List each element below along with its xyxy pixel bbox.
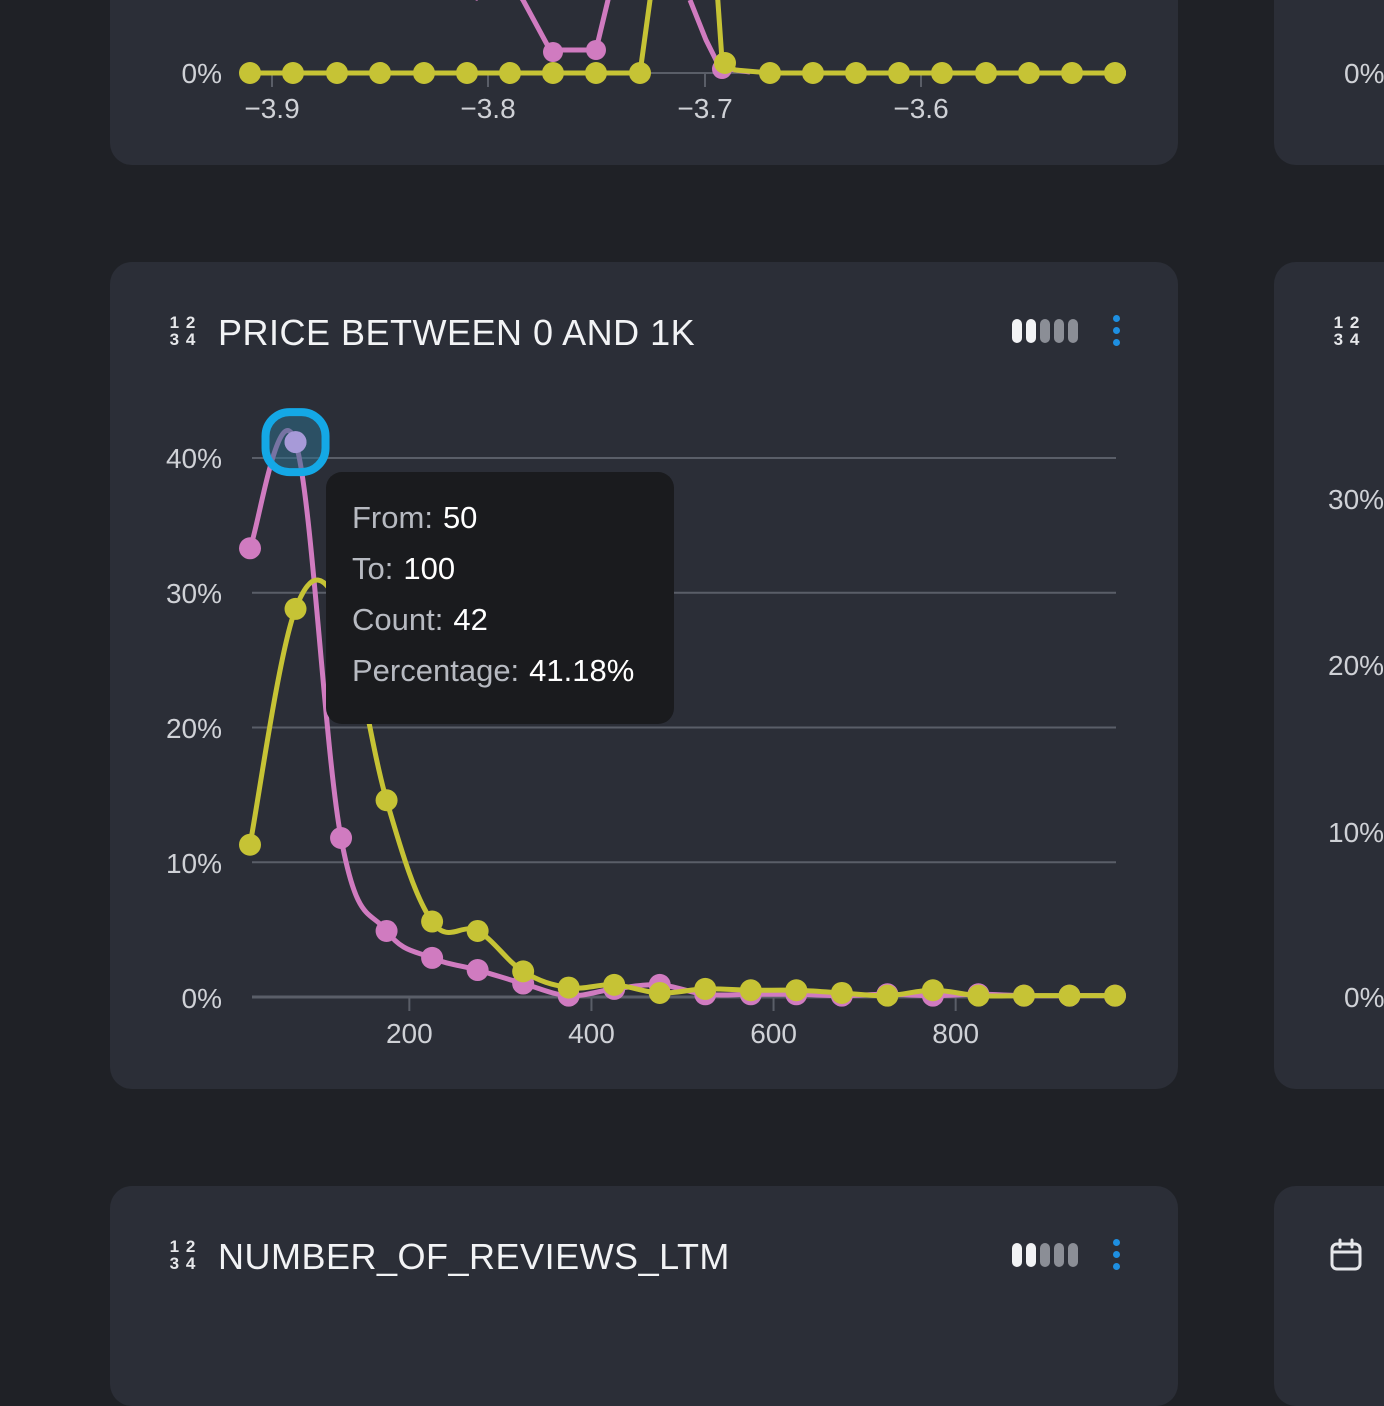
tooltip-from-row: From: 50 xyxy=(352,500,648,551)
tooltip-to-label: To: xyxy=(352,551,394,586)
right-y-tick: 0% xyxy=(1344,982,1384,1013)
top-yellow-point[interactable] xyxy=(499,62,521,84)
top-yellow-point[interactable] xyxy=(931,62,953,84)
tooltip-percentage-value: 41.18% xyxy=(529,653,635,688)
top-yellow-point[interactable] xyxy=(326,62,348,84)
top-yellow-point[interactable] xyxy=(1104,62,1126,84)
right-top-card: 0% xyxy=(1274,0,1384,165)
top-yellow-point[interactable] xyxy=(802,62,824,84)
reviews-chart-card: 1 2 3 4 NUMBER_OF_REVIEWS_LTM xyxy=(110,1186,1178,1406)
top-pink-point[interactable] xyxy=(586,40,606,60)
top-yellow-series-line-2 xyxy=(715,0,1126,76)
distribution-bars-icon[interactable] xyxy=(1012,319,1078,343)
top-yellow-points xyxy=(239,52,1126,84)
tooltip-percentage-label: Percentage: xyxy=(352,653,520,688)
top-yellow-point[interactable] xyxy=(456,62,478,84)
top-x-tick-label: −3.8 xyxy=(460,93,515,124)
top-x-tick-label: −3.6 xyxy=(893,93,948,124)
kebab-menu-icon[interactable] xyxy=(1113,315,1123,351)
numeric-type-icon: 1 2 3 4 xyxy=(169,313,197,349)
top-yellow-point[interactable] xyxy=(369,62,391,84)
tooltip-from-value: 50 xyxy=(442,500,478,535)
top-yellow-point[interactable] xyxy=(975,62,997,84)
right-main-card: 1 2 3 4 30% 20% 10% 0% xyxy=(1274,262,1384,1089)
right-y-tick: 20% xyxy=(1328,650,1384,681)
top-yellow-point[interactable] xyxy=(239,62,261,84)
tooltip-percentage-row: Percentage: 41.18% xyxy=(352,653,648,704)
tooltip-to-row: To: 100 xyxy=(352,551,648,602)
top-yellow-point[interactable] xyxy=(629,62,651,84)
top-x-ticks: −3.9 −3.8 −3.7 −3.6 xyxy=(244,73,949,124)
distribution-bars-icon[interactable] xyxy=(1012,1243,1078,1267)
top-yellow-point[interactable] xyxy=(888,62,910,84)
top-x-tick-label: −3.9 xyxy=(244,93,299,124)
tooltip-count-label: Count: xyxy=(352,602,444,637)
card-title: NUMBER_OF_REVIEWS_LTM xyxy=(218,1236,730,1277)
top-yellow-point[interactable] xyxy=(1061,62,1083,84)
kebab-menu-icon[interactable] xyxy=(1113,1239,1123,1275)
top-yellow-point[interactable] xyxy=(585,62,607,84)
tooltip-from-label: From: xyxy=(352,500,433,535)
top-pink-point[interactable] xyxy=(543,42,563,62)
data-point-tooltip: From: 50 To: 100 Count: 42 Percentage: 41.18… xyxy=(326,472,674,724)
top-yellow-point[interactable] xyxy=(714,52,736,74)
top-yellow-point[interactable] xyxy=(759,62,781,84)
top-yellow-point[interactable] xyxy=(542,62,564,84)
tooltip-count-row: Count: 42 xyxy=(352,602,648,653)
tooltip-count-value: 42 xyxy=(453,602,488,637)
top-x-tick-label: −3.7 xyxy=(677,93,732,124)
top-chart-card: 0% −3.9 −3.8 −3.7 −3.6 xyxy=(110,0,1178,165)
card-title: PRICE BETWEEN 0 AND 1K xyxy=(218,312,696,353)
numeric-type-icon: 1 2 3 4 xyxy=(1333,313,1361,349)
top-yellow-series-line xyxy=(250,0,653,76)
right-bottom-card xyxy=(1274,1186,1384,1406)
top-yellow-point[interactable] xyxy=(413,62,435,84)
right-top-y-tick: 0% xyxy=(1344,58,1384,89)
top-y-tick: 0% xyxy=(182,58,222,89)
top-yellow-point[interactable] xyxy=(845,62,867,84)
tooltip-to-value: 100 xyxy=(403,551,456,586)
right-y-tick: 10% xyxy=(1328,817,1384,848)
numeric-type-icon: 1 2 3 4 xyxy=(169,1237,197,1273)
top-yellow-point[interactable] xyxy=(1018,62,1040,84)
top-yellow-point[interactable] xyxy=(282,62,304,84)
right-y-tick: 30% xyxy=(1328,484,1384,515)
calendar-icon xyxy=(1330,1238,1362,1271)
top-chart-svg: 0% −3.9 −3.8 −3.7 −3.6 xyxy=(182,0,1126,124)
